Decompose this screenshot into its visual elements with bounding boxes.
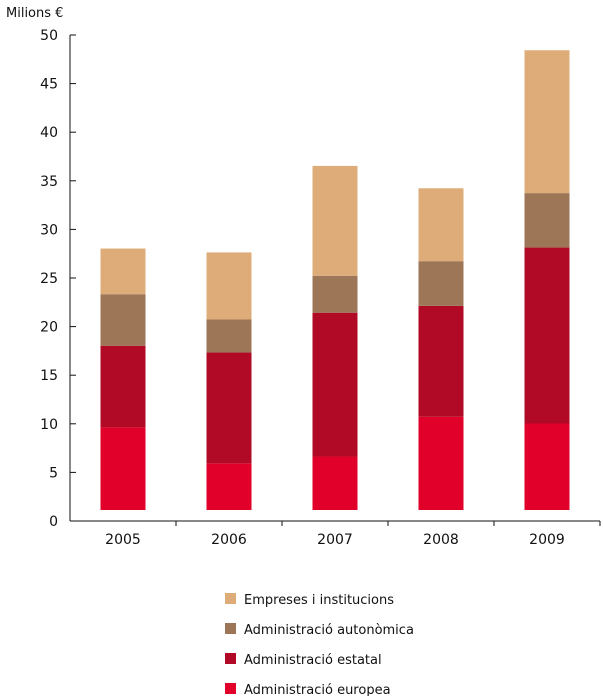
legend-label: Administració estatal bbox=[244, 653, 382, 668]
bar-segment-administraci-estatal-2009 bbox=[524, 247, 570, 424]
bar-segment-administraci-estatal-2005 bbox=[100, 345, 146, 428]
legend-swatch bbox=[225, 653, 236, 664]
x-tick-label: 2009 bbox=[529, 532, 565, 548]
bar-segment-administraci-auton-mica-2005 bbox=[100, 294, 146, 346]
bar-segment-administraci-auton-mica-2006 bbox=[206, 319, 252, 353]
legend-label: Empreses i institucions bbox=[244, 593, 394, 608]
y-tick-label: 40 bbox=[40, 125, 58, 141]
y-tick-label: 20 bbox=[40, 320, 58, 336]
bar-segment-administraci-europea-2005 bbox=[100, 427, 146, 510]
y-tick-label: 5 bbox=[49, 465, 58, 481]
y-tick-label: 25 bbox=[40, 271, 58, 287]
legend-label: Administració europea bbox=[244, 683, 391, 696]
x-tick-label: 2007 bbox=[317, 532, 353, 548]
legend-swatch bbox=[225, 683, 236, 694]
legend-label: Administració autonòmica bbox=[244, 623, 414, 638]
bar-segment-administraci-auton-mica-2008 bbox=[418, 261, 464, 306]
bar-segment-administraci-europea-2007 bbox=[312, 456, 358, 510]
y-tick-label: 45 bbox=[40, 77, 58, 93]
y-tick-label: 15 bbox=[40, 368, 58, 384]
axes: 0 5 10 15 20 25 30 35 40 45 50 2005 2006 2007 2008 2009 bbox=[40, 28, 601, 548]
bar-segment-empreses-i-institucions-2007 bbox=[312, 165, 358, 276]
y-tick-label: 0 bbox=[49, 514, 58, 530]
bar-segment-administraci-europea-2009 bbox=[524, 423, 570, 510]
x-tick-label: 2005 bbox=[105, 532, 141, 548]
bar-segment-empreses-i-institucions-2009 bbox=[524, 50, 570, 194]
bar-segment-empreses-i-institucions-2005 bbox=[100, 248, 146, 295]
bar-segment-administraci-estatal-2006 bbox=[206, 352, 252, 464]
x-tick-label: 2006 bbox=[211, 532, 247, 548]
legend: Empreses i institucions Administració aut… bbox=[225, 593, 414, 696]
bars bbox=[100, 50, 570, 510]
legend-swatch bbox=[225, 593, 236, 604]
y-tick-label: 35 bbox=[40, 174, 58, 190]
legend-swatch bbox=[225, 623, 236, 634]
bar-segment-administraci-auton-mica-2009 bbox=[524, 193, 570, 248]
bar-segment-administraci-europea-2008 bbox=[418, 416, 464, 510]
bar-segment-administraci-europea-2006 bbox=[206, 463, 252, 510]
y-tick-label: 30 bbox=[40, 222, 58, 238]
x-tick-label: 2008 bbox=[423, 532, 459, 548]
bar-segment-empreses-i-institucions-2008 bbox=[418, 188, 464, 262]
bar-segment-administraci-estatal-2007 bbox=[312, 312, 358, 457]
y-axis-label: Milions € bbox=[6, 6, 63, 21]
y-tick-label: 50 bbox=[40, 28, 58, 44]
bar-segment-administraci-estatal-2008 bbox=[418, 305, 464, 417]
y-tick-label: 10 bbox=[40, 417, 58, 433]
bar-segment-administraci-auton-mica-2007 bbox=[312, 275, 358, 313]
bar-segment-empreses-i-institucions-2006 bbox=[206, 252, 252, 320]
